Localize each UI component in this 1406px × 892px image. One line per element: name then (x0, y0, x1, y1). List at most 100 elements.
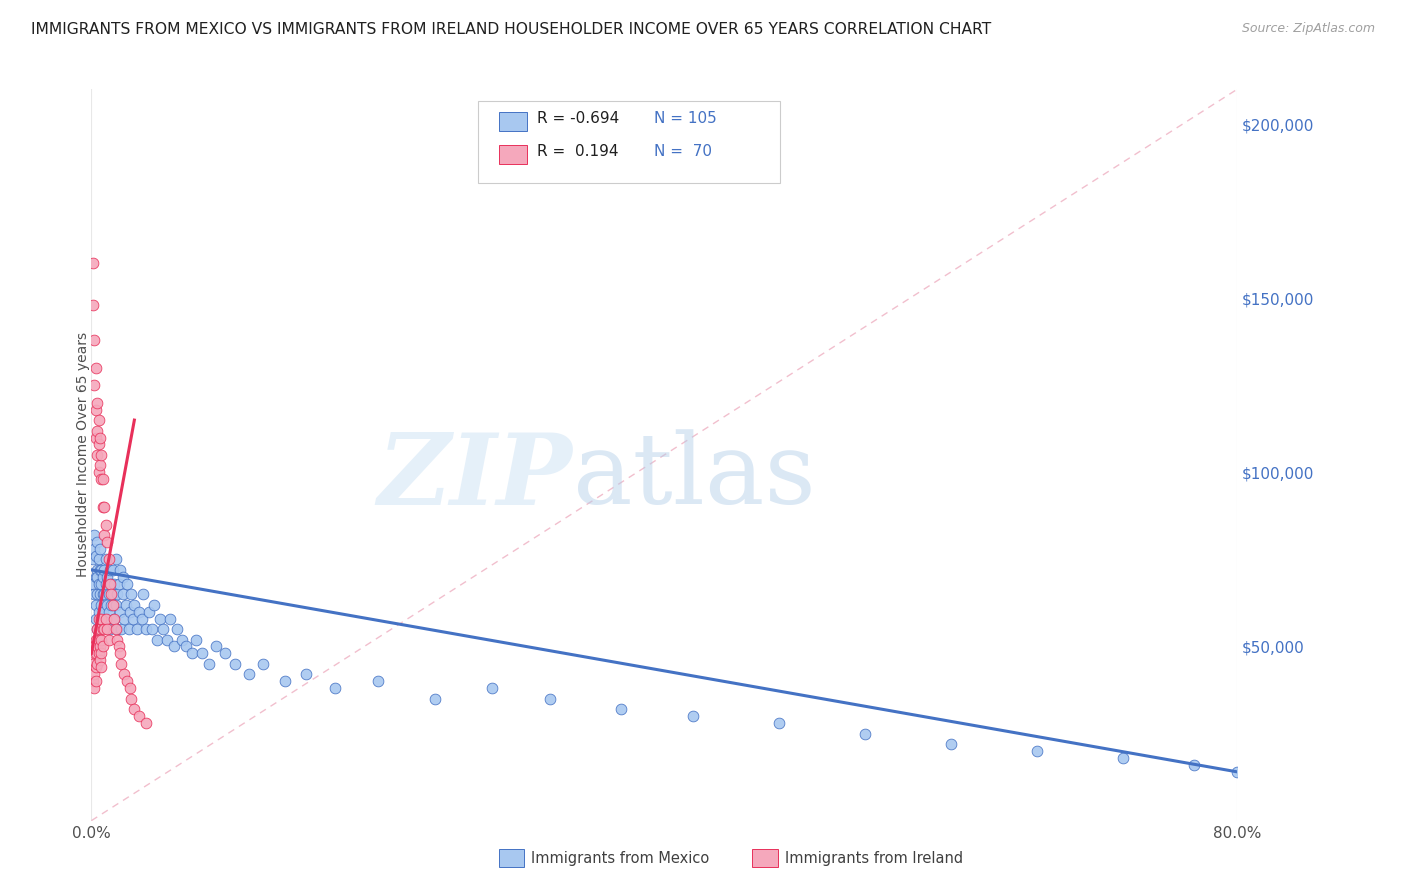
Point (84, 598, 107, 612)
Point (82, 674, 104, 689)
Point (110, 622, 132, 636)
Point (205, 640, 228, 654)
Point (97, 632, 120, 647)
Point (83, 647, 105, 661)
Point (89, 430, 111, 444)
Point (96, 535, 118, 549)
Point (121, 587, 143, 601)
Point (104, 598, 127, 612)
Point (96, 570, 118, 584)
Point (91, 587, 114, 601)
Point (104, 622, 127, 636)
Point (103, 576, 125, 591)
Point (127, 622, 149, 636)
Point (93, 528, 115, 542)
Point (96, 622, 118, 636)
Point (104, 552, 127, 566)
Point (108, 563, 131, 577)
Point (84, 360, 107, 375)
Point (98, 563, 121, 577)
Point (682, 709, 704, 723)
Point (107, 576, 129, 591)
Point (89, 587, 111, 601)
Point (105, 632, 128, 647)
Point (90, 472, 112, 486)
Point (82, 552, 104, 566)
Point (86, 448, 108, 462)
Point (170, 632, 193, 647)
Point (135, 716, 157, 731)
Point (86, 587, 108, 601)
Point (93, 622, 115, 636)
Point (138, 605, 160, 619)
Point (108, 605, 131, 619)
Point (110, 657, 132, 671)
Point (141, 622, 163, 636)
Point (86, 622, 108, 636)
Point (1182, 758, 1205, 772)
Point (87, 647, 110, 661)
Point (82, 576, 104, 591)
Point (128, 605, 150, 619)
Point (114, 598, 136, 612)
Point (83, 333, 105, 347)
Point (853, 726, 876, 740)
Point (87, 437, 110, 451)
Point (90, 576, 112, 591)
Point (149, 612, 172, 626)
Point (84, 674, 107, 689)
Point (93, 563, 115, 577)
Point (89, 541, 111, 556)
Point (112, 612, 135, 626)
Point (108, 647, 131, 661)
Point (295, 667, 318, 681)
Point (91, 472, 114, 486)
Text: Immigrants from Ireland: Immigrants from Ireland (785, 851, 963, 865)
Point (103, 612, 125, 626)
Point (90, 622, 112, 636)
Point (939, 737, 962, 751)
Point (97, 587, 120, 601)
Point (100, 576, 122, 591)
Point (163, 640, 186, 654)
Point (122, 612, 145, 626)
Point (131, 612, 153, 626)
Text: R = -0.694: R = -0.694 (537, 112, 619, 126)
Point (101, 563, 124, 577)
Point (1226, 764, 1249, 779)
Point (90, 612, 112, 626)
Point (1111, 751, 1133, 765)
Point (152, 622, 174, 636)
Point (91, 570, 114, 584)
Point (86, 622, 108, 636)
Point (101, 598, 124, 612)
Point (83, 587, 105, 601)
Point (93, 500, 115, 515)
Point (82, 256, 104, 270)
Point (84, 647, 107, 661)
Point (87, 552, 110, 566)
Point (112, 667, 135, 681)
Point (111, 587, 134, 601)
Point (274, 674, 297, 689)
Point (105, 587, 128, 601)
Point (90, 632, 112, 647)
Point (1025, 744, 1047, 758)
Point (124, 598, 146, 612)
Point (423, 691, 446, 706)
Point (115, 576, 138, 591)
Point (84, 660, 107, 674)
Point (538, 691, 561, 706)
Point (83, 681, 105, 696)
Point (82, 657, 104, 671)
Point (98, 622, 121, 636)
Point (86, 535, 108, 549)
Point (91, 605, 114, 619)
Y-axis label: Householder Income Over 65 years: Householder Income Over 65 years (76, 333, 90, 577)
Point (111, 570, 134, 584)
Point (121, 691, 143, 706)
Point (90, 647, 112, 661)
Point (84, 612, 107, 626)
Point (89, 653, 111, 667)
Point (86, 395, 108, 409)
